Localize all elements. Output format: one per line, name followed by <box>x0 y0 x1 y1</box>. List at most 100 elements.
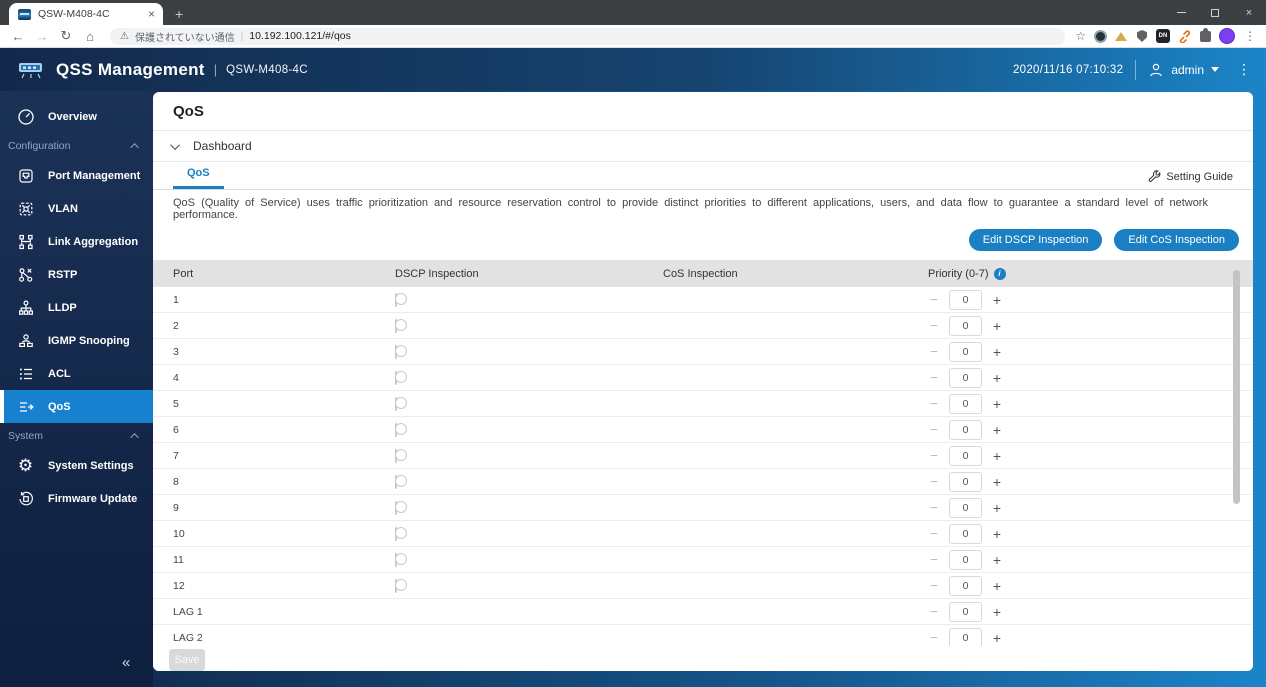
priority-input[interactable] <box>949 315 982 336</box>
priority-input[interactable] <box>949 445 982 466</box>
sidebar-item-system-settings[interactable]: ⚙ System Settings <box>0 449 153 482</box>
extensions-puzzle-button[interactable] <box>1198 27 1212 43</box>
dscp-toggle[interactable] <box>395 344 407 359</box>
priority-increase-button[interactable]: + <box>992 603 1002 620</box>
priority-decrease-button[interactable]: − <box>930 318 938 333</box>
sidebar-section-configuration[interactable]: Configuration <box>0 133 153 159</box>
sidebar-item-lldp[interactable]: LLDP <box>0 291 153 324</box>
priority-input[interactable] <box>949 497 982 518</box>
new-tab-button[interactable]: + <box>175 6 184 22</box>
priority-decrease-button[interactable]: − <box>930 500 938 515</box>
bookmark-star-icon[interactable]: ☆ <box>1075 29 1086 43</box>
priority-increase-button[interactable]: + <box>992 317 1002 334</box>
header-menu-button[interactable]: ⋮ <box>1237 61 1252 77</box>
tab-close-icon[interactable]: × <box>147 7 155 21</box>
dscp-toggle[interactable] <box>395 396 407 411</box>
back-button[interactable]: ← <box>11 28 25 44</box>
priority-input[interactable] <box>949 549 982 570</box>
sidebar-item-qos[interactable]: QoS <box>0 390 153 423</box>
extension-icon-1[interactable] <box>1093 29 1107 43</box>
priority-increase-button[interactable]: + <box>992 447 1002 464</box>
browser-tab[interactable]: QSW-M408-4C × <box>9 3 163 25</box>
dscp-toggle[interactable] <box>395 370 407 385</box>
home-button[interactable]: ⌂ <box>86 28 94 44</box>
priority-decrease-button[interactable]: − <box>930 578 938 593</box>
browser-profile-avatar[interactable] <box>1219 28 1235 44</box>
priority-decrease-button[interactable]: − <box>930 552 938 567</box>
forward-button[interactable]: → <box>35 28 49 44</box>
priority-decrease-button[interactable]: − <box>930 370 938 385</box>
priority-decrease-button[interactable]: − <box>930 422 938 437</box>
extension-icon-link[interactable] <box>1177 29 1191 43</box>
priority-decrease-button[interactable]: − <box>930 292 938 307</box>
dscp-toggle[interactable] <box>395 474 407 489</box>
dscp-toggle[interactable] <box>395 448 407 463</box>
sidebar-item-rstp[interactable]: RSTP <box>0 258 153 291</box>
priority-input[interactable] <box>949 289 982 310</box>
priority-decrease-button[interactable]: − <box>930 344 938 359</box>
priority-increase-button[interactable]: + <box>992 395 1002 412</box>
priority-increase-button[interactable]: + <box>992 629 1002 646</box>
sidebar-item-igmp-snooping[interactable]: IGMP Snooping <box>0 324 153 357</box>
priority-input[interactable] <box>949 419 982 440</box>
window-close-button[interactable]: × <box>1245 6 1253 19</box>
priority-increase-button[interactable]: + <box>992 473 1002 490</box>
dscp-toggle[interactable] <box>395 552 407 567</box>
priority-input[interactable] <box>949 341 982 362</box>
dashboard-accordion[interactable]: Dashboard <box>153 131 1253 162</box>
priority-input[interactable] <box>949 471 982 492</box>
dscp-toggle[interactable] <box>395 526 407 541</box>
priority-increase-button[interactable]: + <box>992 499 1002 516</box>
priority-increase-button[interactable]: + <box>992 291 1002 308</box>
sidebar-item-vlan[interactable]: VLAN <box>0 192 153 225</box>
priority-input[interactable] <box>949 523 982 544</box>
priority-decrease-button[interactable]: − <box>930 396 938 411</box>
extension-icon-dn[interactable]: DN <box>1156 29 1170 43</box>
priority-decrease-button[interactable]: − <box>930 604 938 619</box>
extension-icon-3[interactable] <box>1135 29 1149 43</box>
priority-increase-button[interactable]: + <box>992 525 1002 542</box>
priority-decrease-button[interactable]: − <box>930 448 938 463</box>
user-menu[interactable]: admin <box>1148 62 1219 78</box>
sidebar-item-link-aggregation[interactable]: Link Aggregation <box>0 225 153 258</box>
priority-increase-button[interactable]: + <box>992 551 1002 568</box>
priority-increase-button[interactable]: + <box>992 369 1002 386</box>
priority-input[interactable] <box>949 367 982 388</box>
browser-menu-button[interactable]: ⋮ <box>1244 29 1256 43</box>
save-button[interactable]: Save <box>169 649 205 671</box>
sidebar-collapse-button[interactable]: « <box>122 654 131 671</box>
priority-info-icon[interactable]: i <box>993 267 1006 280</box>
toggle-knob <box>653 404 663 415</box>
priority-decrease-button[interactable]: − <box>930 630 938 645</box>
extension-icon-2[interactable] <box>1114 29 1128 43</box>
window-restore-button[interactable] <box>1198 0 1232 25</box>
priority-increase-button[interactable]: + <box>992 343 1002 360</box>
priority-increase-button[interactable]: + <box>992 577 1002 594</box>
priority-input[interactable] <box>949 393 982 414</box>
priority-input[interactable] <box>949 601 982 622</box>
sidebar-item-overview[interactable]: Overview <box>0 100 153 133</box>
edit-dscp-inspection-button[interactable]: Edit DSCP Inspection <box>968 229 1103 251</box>
sidebar-item-port-management[interactable]: Port Management <box>0 159 153 192</box>
sidebar-section-system[interactable]: System <box>0 423 153 449</box>
priority-decrease-button[interactable]: − <box>930 474 938 489</box>
dscp-toggle[interactable] <box>395 318 407 333</box>
table-scrollbar[interactable] <box>1233 270 1240 504</box>
tab-qos[interactable]: QoS <box>173 167 224 189</box>
priority-input[interactable] <box>949 575 982 596</box>
window-minimize-button[interactable] <box>1164 0 1198 25</box>
dscp-toggle[interactable] <box>395 292 407 307</box>
dscp-toggle[interactable] <box>395 422 407 437</box>
sidebar-item-firmware-update[interactable]: Firmware Update <box>0 482 153 515</box>
main-area: QoS Dashboard QoS Setting Guide QoS (Qua… <box>153 91 1266 687</box>
dscp-toggle[interactable] <box>395 500 407 515</box>
reload-button[interactable]: ↻ <box>60 28 72 43</box>
priority-increase-button[interactable]: + <box>992 421 1002 438</box>
edit-cos-inspection-button[interactable]: Edit CoS Inspection <box>1114 229 1239 251</box>
priority-decrease-button[interactable]: − <box>930 526 938 541</box>
dscp-toggle[interactable] <box>395 578 407 593</box>
priority-input[interactable] <box>949 627 982 646</box>
address-bar[interactable]: ⚠ 保護されていない通信 | 10.192.100.121/#/qos <box>110 27 1066 45</box>
sidebar-item-acl[interactable]: ACL <box>0 357 153 390</box>
setting-guide-link[interactable]: Setting Guide <box>1148 170 1233 189</box>
